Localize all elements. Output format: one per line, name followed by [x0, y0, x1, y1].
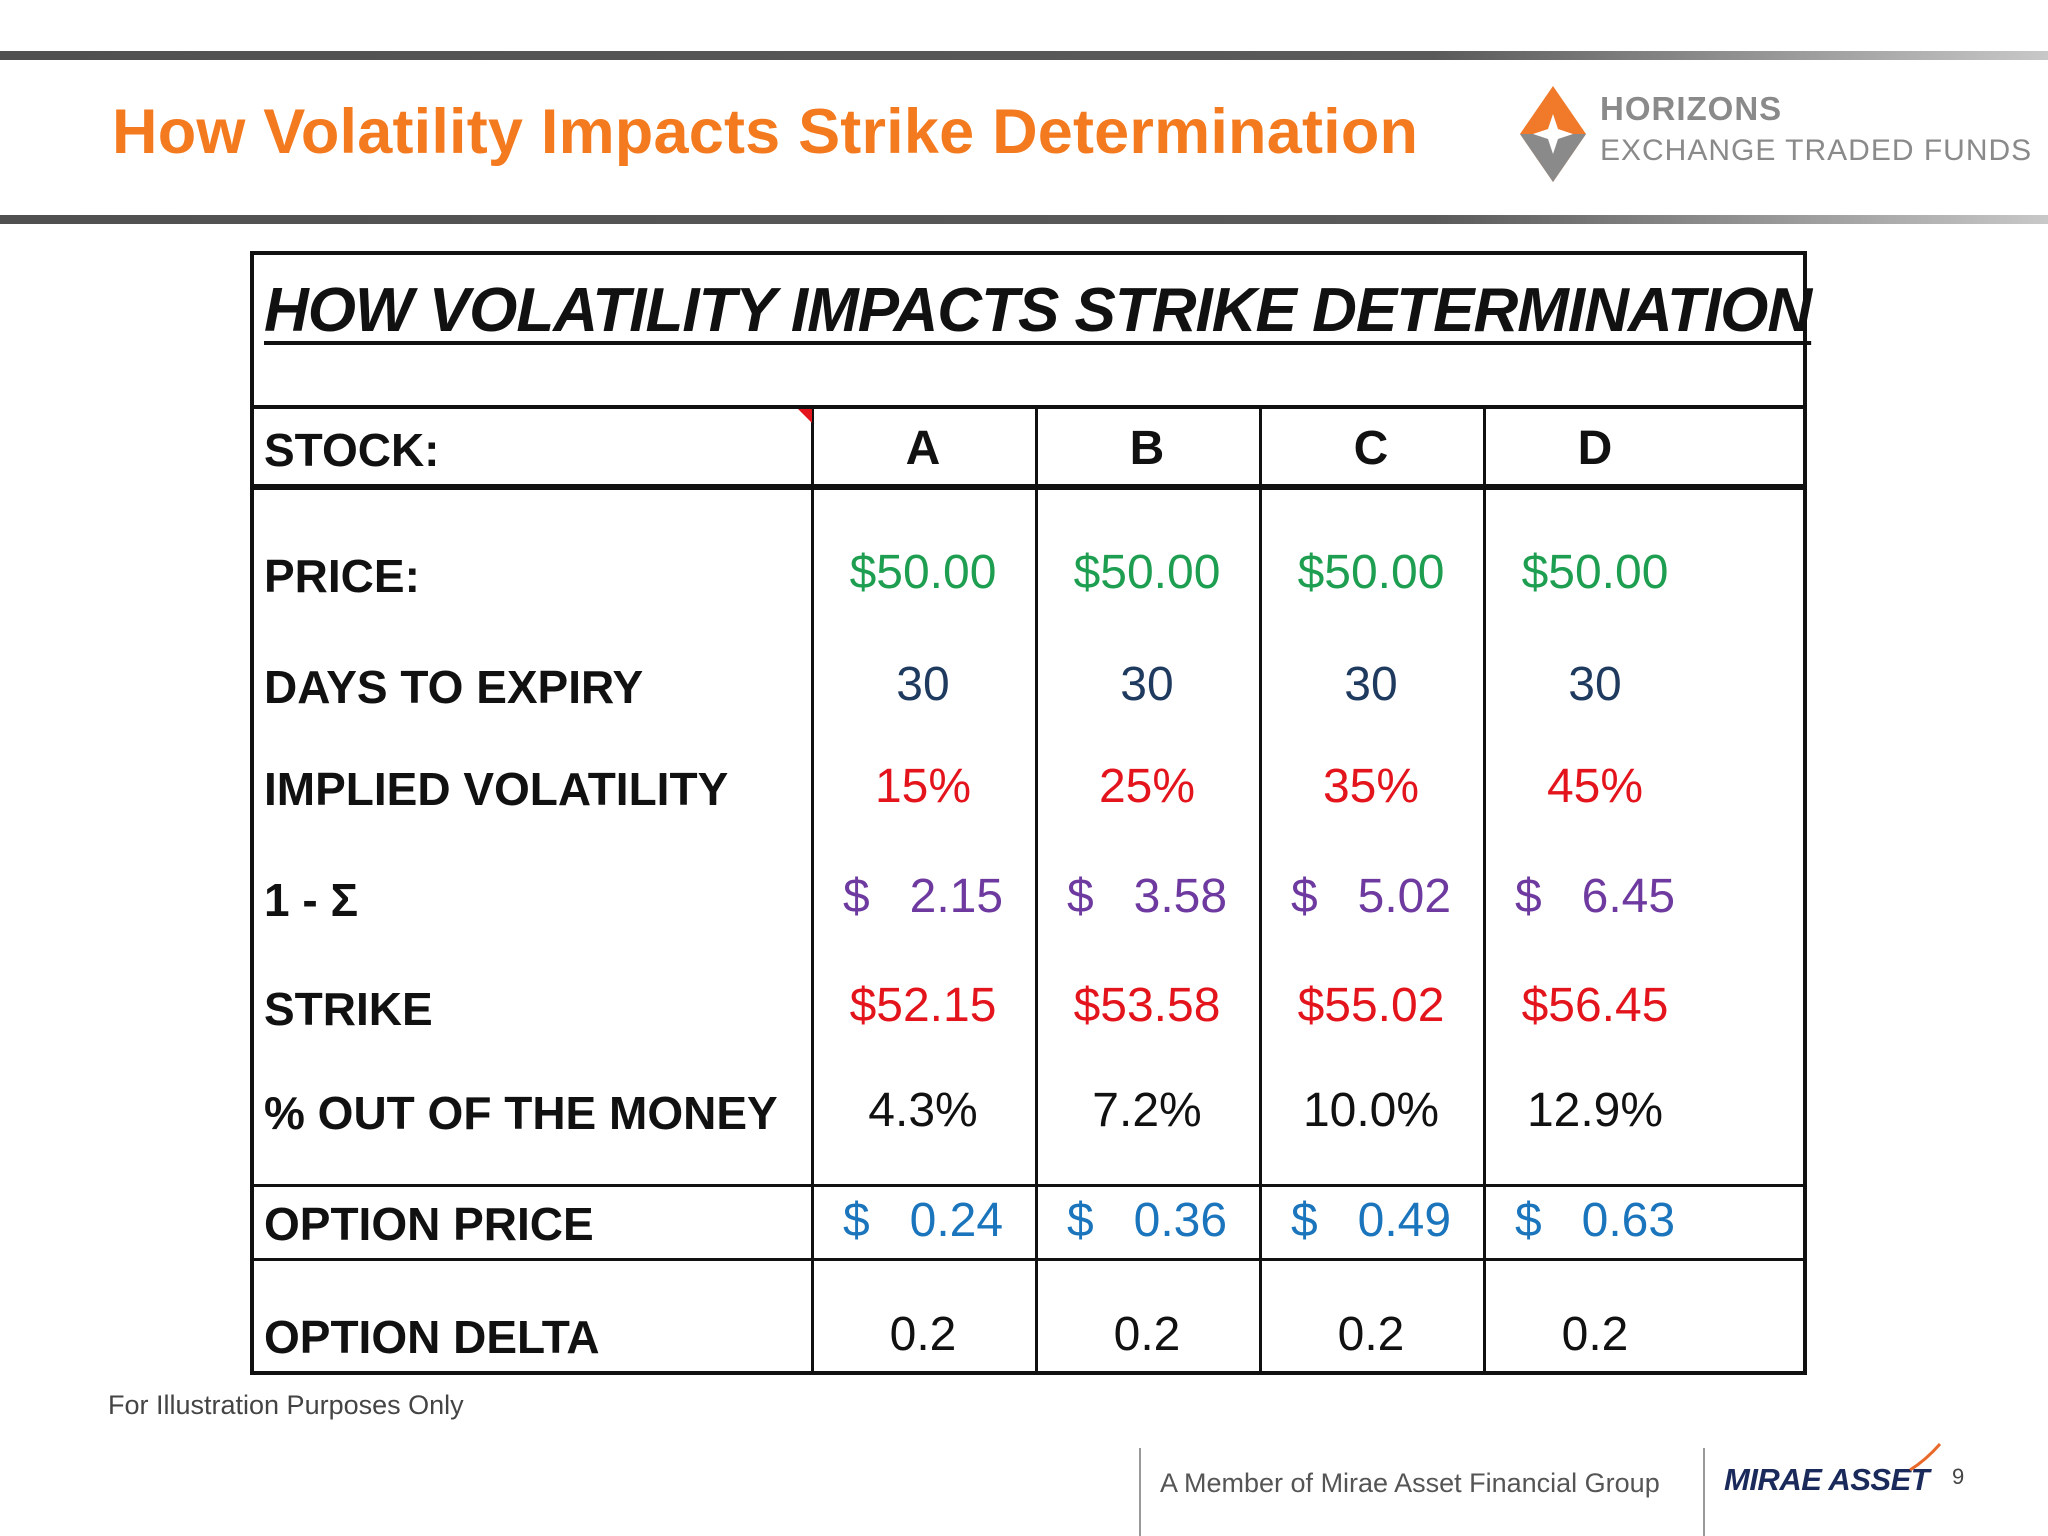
price-b: $50.00: [1073, 546, 1221, 599]
days-b: 30: [1120, 658, 1174, 711]
slide-title: How Volatility Impacts Strike Determinat…: [112, 97, 1419, 167]
title-bottom-rule: [0, 215, 2048, 224]
price-d: $50.00: [1521, 546, 1669, 599]
volatility-table: HOW VOLATILITY IMPACTS STRIKE DETERMINAT…: [250, 251, 1812, 1375]
table-divider: [254, 1184, 1803, 1187]
days-d: 30: [1568, 658, 1622, 711]
delta-a: 0.2: [889, 1308, 957, 1361]
table-divider: [254, 1258, 1803, 1261]
column-header-b: B: [1129, 422, 1165, 475]
price-c: $50.00: [1297, 546, 1445, 599]
mirae-asset-logo: MIRAE ASSET: [1724, 1462, 1930, 1497]
row-label-otm: % OUT OF THE MONEY: [264, 1087, 778, 1139]
logo-subtitle: EXCHANGE TRADED FUNDS: [1600, 134, 2033, 167]
footer-divider: [1703, 1448, 1705, 1536]
column-header-c: C: [1353, 422, 1389, 475]
column-divider: [1259, 405, 1262, 1375]
horizons-logo: HORIZONS EXCHANGE TRADED FUNDS: [1518, 84, 2031, 186]
option-price-c: $ 0.49: [1290, 1194, 1452, 1247]
otm-a: 4.3%: [868, 1084, 978, 1137]
delta-c: 0.2: [1337, 1308, 1405, 1361]
table-divider: [254, 405, 1803, 409]
row-label-option-delta: OPTION DELTA: [264, 1311, 600, 1363]
page-number: 9: [1952, 1464, 1965, 1489]
row-label-sigma: 1 - Σ: [264, 874, 359, 926]
stock-header-label: STOCK:: [264, 424, 440, 476]
price-a: $50.00: [849, 546, 997, 599]
column-header-d: D: [1577, 422, 1613, 475]
delta-d: 0.2: [1561, 1308, 1629, 1361]
table-title: HOW VOLATILITY IMPACTS STRIKE DETERMINAT…: [264, 276, 1812, 345]
strike-c: $55.02: [1297, 979, 1445, 1032]
horizons-logo-icon: [1520, 86, 1586, 182]
footer-divider: [1139, 1448, 1141, 1536]
volatility-a: 15%: [874, 760, 972, 813]
strike-a: $52.15: [849, 979, 997, 1032]
option-price-d: $ 0.63: [1514, 1194, 1676, 1247]
delta-b: 0.2: [1113, 1308, 1181, 1361]
otm-b: 7.2%: [1092, 1084, 1202, 1137]
mirae-swoosh-icon: [1909, 1443, 1942, 1472]
row-label-days: DAYS TO EXPIRY: [264, 661, 644, 713]
strike-b: $53.58: [1073, 979, 1221, 1032]
sigma-c: $ 5.02: [1290, 870, 1452, 923]
comment-marker: [798, 409, 812, 423]
volatility-d: 45%: [1546, 760, 1644, 813]
column-divider: [811, 405, 814, 1375]
column-header-a: A: [905, 422, 941, 475]
option-price-a: $ 0.24: [842, 1194, 1004, 1247]
row-label-strike: STRIKE: [264, 983, 433, 1035]
footer-member-text: A Member of Mirae Asset Financial Group: [1160, 1468, 1660, 1498]
days-a: 30: [896, 658, 950, 711]
table-divider: [254, 484, 1803, 490]
sigma-b: $ 3.58: [1066, 870, 1228, 923]
sigma-a: $ 2.15: [842, 870, 1004, 923]
otm-d: 12.9%: [1526, 1084, 1664, 1137]
logo-name: HORIZONS: [1600, 90, 1783, 127]
sigma-d: $ 6.45: [1514, 870, 1676, 923]
top-rule: [0, 51, 2048, 60]
row-label-volatility: IMPLIED VOLATILITY: [264, 763, 729, 815]
row-label-price: PRICE:: [264, 550, 420, 602]
row-label-option-price: OPTION PRICE: [264, 1198, 594, 1250]
column-divider: [1483, 405, 1486, 1375]
strike-d: $56.45: [1521, 979, 1669, 1032]
column-divider: [1035, 405, 1038, 1375]
footnote: For Illustration Purposes Only: [108, 1390, 464, 1420]
option-price-b: $ 0.36: [1066, 1194, 1228, 1247]
days-c: 30: [1344, 658, 1398, 711]
otm-c: 10.0%: [1302, 1084, 1440, 1137]
volatility-c: 35%: [1322, 760, 1420, 813]
volatility-b: 25%: [1098, 760, 1196, 813]
